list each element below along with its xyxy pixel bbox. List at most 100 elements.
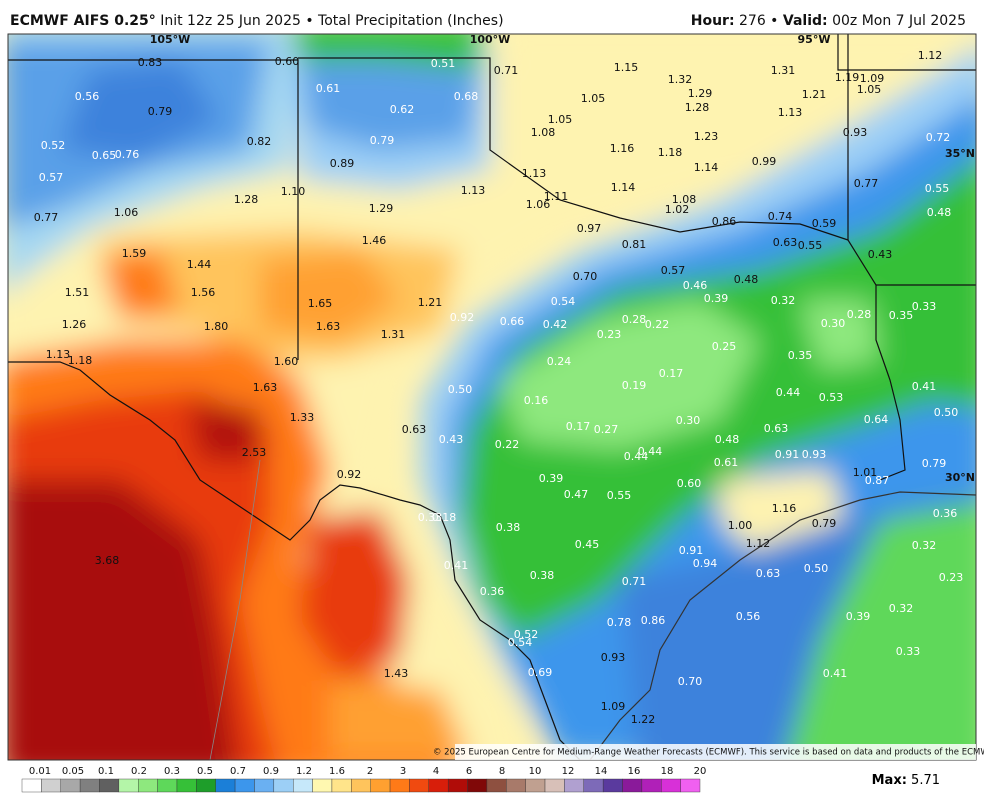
colorbar-label: 8 (499, 766, 505, 777)
colorbar-label: 0.01 (29, 766, 51, 777)
value-label: 0.56 (736, 610, 761, 623)
value-label: 0.17 (566, 420, 591, 433)
value-label: 0.56 (75, 90, 100, 103)
value-label: 0.23 (597, 328, 622, 341)
value-label: 1.51 (65, 286, 90, 299)
value-label: 0.87 (865, 474, 890, 487)
value-label: 1.65 (308, 297, 333, 310)
value-label: 1.00 (728, 519, 753, 532)
colorbar-label: 6 (466, 766, 472, 777)
value-label: 0.57 (661, 264, 686, 277)
valid: 00z Mon 7 Jul 2025 (832, 13, 966, 29)
value-label: 0.52 (514, 628, 539, 641)
value-label: 0.46 (683, 279, 708, 292)
colorbar-swatch (312, 778, 333, 793)
value-label: 0.23 (939, 571, 964, 584)
valid-label: Valid: (783, 13, 828, 29)
value-label: 0.16 (524, 394, 549, 407)
hour: 276 • (739, 13, 778, 29)
value-label: 0.50 (934, 406, 959, 419)
colorbar-label: 0.5 (197, 766, 213, 777)
value-label: 0.50 (448, 383, 473, 396)
value-label: 1.01 (853, 466, 878, 479)
colorbar-swatch (467, 778, 488, 793)
value-label: 0.63 (773, 236, 798, 249)
value-label: 1.29 (369, 202, 394, 215)
colorbar-swatch (234, 778, 255, 793)
value-label: 0.57 (39, 171, 64, 184)
colorbar-swatch (506, 778, 526, 793)
colorbar-swatch (409, 778, 429, 793)
value-label: 1.63 (316, 320, 341, 333)
value-label: 0.48 (734, 273, 759, 286)
value-label: 0.86 (641, 614, 666, 627)
value-label: 0.50 (804, 562, 829, 575)
value-label: 0.93 (802, 448, 827, 461)
value-label: 0.78 (607, 616, 632, 629)
value-label: 1.06 (114, 206, 139, 219)
value-label: 1.08 (531, 126, 556, 139)
colorbar-swatch (583, 778, 604, 793)
grid-label: 95°W (798, 33, 831, 46)
value-label: 0.33 (912, 300, 937, 313)
value-label: 1.05 (581, 92, 606, 105)
value-label: 0.45 (575, 538, 600, 551)
value-label: 0.38 (530, 569, 555, 582)
value-label: 0.65 (92, 149, 117, 162)
colorbar-swatch (79, 778, 100, 793)
value-label: 0.79 (922, 457, 947, 470)
value-label: 1.14 (694, 161, 719, 174)
colorbar-label: 0.7 (230, 766, 246, 777)
value-label: 1.21 (802, 88, 827, 101)
value-label: 0.38 (496, 521, 521, 534)
colorbar-swatch (661, 778, 681, 793)
colorbar-label: 16 (628, 766, 641, 777)
value-label: 1.29 (688, 87, 713, 100)
value-label: 0.39 (846, 610, 871, 623)
value-label: 1.02 (665, 203, 690, 216)
value-label: 0.77 (34, 211, 59, 224)
grid-label: 105°W (150, 33, 191, 46)
value-label: 0.64 (864, 413, 889, 426)
value-label: 0.82 (247, 135, 272, 148)
value-label: 0.55 (798, 239, 823, 252)
value-label: 0.91 (679, 544, 704, 557)
max-label: Max: (872, 773, 907, 788)
colorbar-swatch (622, 778, 643, 793)
value-label: 0.62 (390, 103, 415, 116)
grid-label: 100°W (470, 33, 511, 46)
value-label: 1.08 (672, 193, 697, 206)
colorbar-label: 0.1 (98, 766, 114, 777)
value-label: 0.51 (431, 57, 456, 70)
value-label: 1.43 (384, 667, 409, 680)
value-label: 0.61 (714, 456, 739, 469)
colorbar-swatch (351, 778, 371, 793)
colorbar-swatch (447, 778, 468, 793)
value-label: 0.70 (678, 675, 703, 688)
value-label: 1.33 (290, 411, 315, 424)
value-label: 1.18 (658, 146, 683, 159)
value-label: 1.13 (461, 184, 486, 197)
value-label: 0.36 (933, 507, 958, 520)
value-label: 0.60 (275, 55, 300, 68)
value-label: 0.43 (868, 248, 893, 261)
value-label: 0.55 (607, 489, 632, 502)
title: ECMWF AIFS 0.25° Init 12z 25 Jun 2025 • … (10, 13, 504, 29)
value-label: 0.53 (819, 391, 844, 404)
colorbar-label: 4 (433, 766, 439, 777)
value-label: 1.18 (68, 354, 93, 367)
value-label: 0.55 (925, 182, 950, 195)
value-label: 0.71 (494, 64, 519, 77)
value-label: 0.44 (624, 450, 649, 463)
value-label: 0.22 (645, 318, 670, 331)
value-label: 0.93 (601, 651, 626, 664)
value-label: 0.99 (752, 155, 777, 168)
colorbar-swatch (215, 778, 236, 793)
value-label: 1.11 (544, 190, 569, 203)
value-label: 0.35 (788, 349, 813, 362)
colorbar-swatch (641, 778, 662, 793)
value-label: 1.59 (122, 247, 147, 260)
value-label: 1.12 (746, 537, 771, 550)
valid-info: Hour: 276 • Valid: 00z Mon 7 Jul 2025 (691, 13, 966, 29)
value-label: 0.69 (528, 666, 553, 679)
